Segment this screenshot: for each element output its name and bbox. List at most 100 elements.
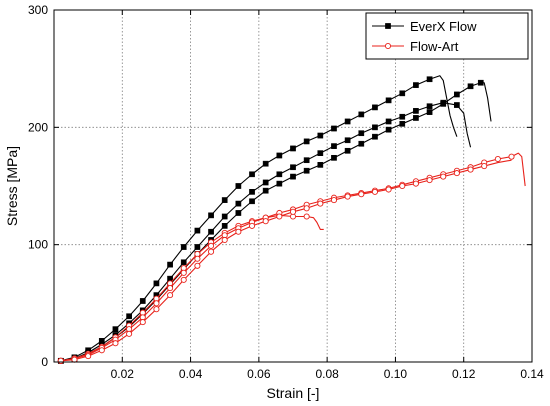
data-point xyxy=(235,210,242,216)
data-point xyxy=(208,248,215,255)
legend-items: EverX Flow Flow-Art xyxy=(372,19,477,54)
data-point xyxy=(385,126,392,133)
data-point xyxy=(289,208,297,215)
data-point xyxy=(331,154,337,161)
data-point xyxy=(153,306,160,313)
data-point xyxy=(153,300,160,307)
data-point xyxy=(385,97,392,104)
data-point xyxy=(249,198,255,205)
data-point xyxy=(384,42,392,50)
x-axis-label: Strain [-] xyxy=(267,385,320,401)
data-point xyxy=(426,109,433,115)
data-point xyxy=(194,227,201,234)
data-point xyxy=(194,244,201,250)
data-point xyxy=(358,191,365,198)
data-point xyxy=(290,164,296,171)
data-point xyxy=(358,130,365,137)
data-point xyxy=(317,150,324,156)
data-point xyxy=(276,171,283,178)
data-point xyxy=(317,132,324,139)
data-point xyxy=(221,223,228,229)
data-point xyxy=(276,180,283,187)
x-tick-label: 0.12 xyxy=(452,367,476,381)
data-point xyxy=(98,347,105,354)
y-tick-label: 200 xyxy=(28,120,48,134)
data-point xyxy=(494,155,501,163)
data-point xyxy=(317,200,324,207)
data-point xyxy=(372,124,378,131)
legend-box xyxy=(365,12,529,60)
legend-item: Flow-Art xyxy=(372,39,459,54)
data-point xyxy=(180,244,187,250)
data-point xyxy=(235,228,242,235)
data-point xyxy=(126,330,133,337)
data-point xyxy=(413,108,419,114)
data-point xyxy=(412,180,419,187)
series-group xyxy=(57,75,526,364)
data-point xyxy=(454,91,460,98)
legend: EverX Flow Flow-Art xyxy=(365,12,529,60)
data-point xyxy=(426,103,433,110)
data-point xyxy=(344,193,351,200)
series-line xyxy=(57,99,472,364)
data-point xyxy=(426,177,433,184)
data-point xyxy=(454,102,460,108)
data-point xyxy=(508,153,515,160)
data-point xyxy=(276,213,283,220)
data-point xyxy=(262,187,269,194)
data-point xyxy=(344,147,351,154)
data-point xyxy=(290,145,296,152)
data-point xyxy=(399,182,406,190)
series-path xyxy=(60,159,512,362)
data-point xyxy=(126,313,132,320)
data-point xyxy=(180,276,187,283)
data-point xyxy=(385,118,392,125)
data-point xyxy=(262,218,269,225)
data-point xyxy=(167,285,174,292)
data-point xyxy=(399,113,406,120)
grid xyxy=(54,10,532,362)
data-point xyxy=(453,170,460,177)
x-tick-label: 0.06 xyxy=(247,367,271,381)
data-point xyxy=(358,111,365,118)
data-point xyxy=(344,137,351,144)
ticks: 0.02 0.04 0.06 0.08 0.10 0.12 0.14 0 100 200 300 xyxy=(28,3,544,381)
data-point xyxy=(477,79,484,86)
data-point xyxy=(303,138,310,145)
data-point xyxy=(221,236,228,244)
data-point xyxy=(167,261,173,268)
data-point xyxy=(194,255,201,262)
legend-label: Flow-Art xyxy=(410,39,459,54)
y-axis-label: Stress [MPa] xyxy=(4,146,20,226)
data-point xyxy=(371,188,378,195)
data-point xyxy=(385,186,392,193)
data-point xyxy=(85,353,92,360)
data-point xyxy=(481,163,488,170)
data-point xyxy=(372,104,378,111)
data-point xyxy=(331,125,337,132)
data-point xyxy=(208,242,215,249)
plot-frame xyxy=(53,9,533,363)
data-point xyxy=(57,357,64,364)
legend-label: EverX Flow xyxy=(410,19,477,34)
data-point xyxy=(413,82,419,88)
data-point xyxy=(303,167,310,174)
data-point xyxy=(208,212,214,219)
data-point xyxy=(194,262,201,269)
x-tick-label: 0.08 xyxy=(315,367,339,381)
data-point xyxy=(112,340,119,347)
data-point xyxy=(139,319,146,326)
x-tick-label: 0.14 xyxy=(520,367,544,381)
data-point xyxy=(71,356,78,363)
data-point xyxy=(262,160,269,167)
data-point xyxy=(180,259,187,266)
series-line xyxy=(57,79,492,364)
data-point xyxy=(399,90,406,97)
y-tick-label: 300 xyxy=(28,3,48,17)
data-point xyxy=(303,205,310,212)
data-point xyxy=(180,269,187,276)
data-point xyxy=(249,189,255,195)
data-point xyxy=(385,23,391,29)
x-tick-label: 0.04 xyxy=(179,367,203,381)
data-point xyxy=(290,173,296,180)
